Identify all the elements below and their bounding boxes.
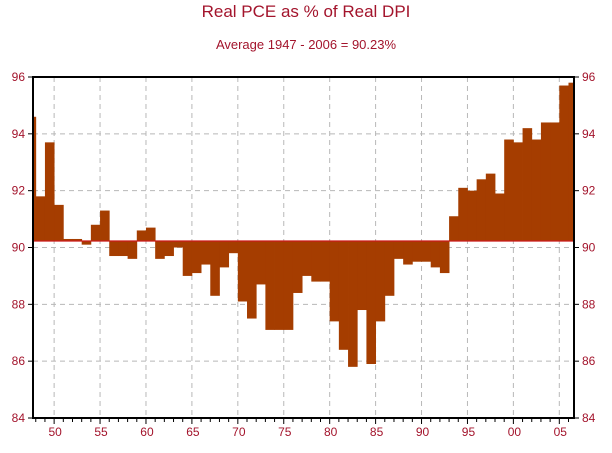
x-tick-label: 05 [554,425,568,439]
bar [44,142,55,241]
bar [559,85,569,241]
y-tick-label-left: 92 [12,184,26,198]
bar [357,240,367,311]
bar [550,122,560,241]
bar [311,240,321,282]
bar [292,240,303,293]
y-tick-label-left: 86 [12,354,26,368]
x-tick-label: 70 [232,425,246,439]
bar [155,240,165,259]
bars [33,82,575,367]
y-tick-label-left: 94 [12,127,26,141]
bar [384,240,395,296]
bar [228,240,239,254]
bar [403,240,413,265]
bar [219,240,230,268]
bar [247,240,257,319]
bar [430,240,441,268]
bar [439,240,450,274]
x-tick-label: 00 [508,425,522,439]
x-tick-label: 60 [140,425,154,439]
bar [320,240,331,282]
bar [173,240,184,248]
x-tick-label: 75 [278,425,292,439]
y-tick-label-right: 90 [582,241,596,255]
bar [522,128,533,241]
bar [283,240,294,330]
bar [210,240,220,296]
y-tick-label-right: 92 [582,184,596,198]
y-tick-label-right: 88 [582,297,596,311]
bar [265,240,275,330]
bar [136,230,147,241]
bar [164,240,174,257]
bar [531,139,542,241]
chart-title: Real PCE as % of Real DPI [201,2,411,21]
bar [476,179,487,241]
bar [237,240,248,302]
y-tick-label-right: 96 [582,70,596,84]
bar [485,173,496,241]
x-tick-label: 85 [370,425,384,439]
bar [513,142,523,241]
bar [568,82,575,241]
bar [540,122,551,241]
x-tick-label: 55 [94,425,108,439]
bar [329,240,340,322]
bar [118,240,129,257]
tick-labels: 84 84 86 86 88 88 90 90 92 92 94 94 96 96 50 55 60 65 70 75… [12,70,596,439]
bar [495,193,505,241]
bar [63,238,73,241]
x-tick-label: 50 [48,425,62,439]
bar [201,240,211,265]
bar [421,240,432,262]
bar [127,240,138,259]
bar [302,240,312,276]
y-tick-label-left: 96 [12,70,26,84]
bar [109,240,119,257]
y-tick-label-right: 94 [582,127,596,141]
bar [449,216,459,241]
chart-subtitle: Average 1947 - 2006 = 90.23% [215,37,397,52]
x-tick-label: 80 [324,425,338,439]
y-tick-label-right: 86 [582,354,596,368]
y-tick-label-right: 84 [582,411,596,425]
bar [54,204,64,241]
bar [274,240,285,330]
axes [28,76,579,424]
bar [375,240,386,322]
bar [100,210,110,241]
bar [458,187,468,241]
bar [338,240,349,350]
bar [366,240,377,365]
y-tick-label-left: 88 [12,297,26,311]
bar [348,240,358,367]
bar [191,240,202,274]
bar [504,139,514,241]
x-tick-label: 65 [186,425,200,439]
bar [33,116,37,241]
bar [90,224,101,241]
bar [256,240,266,285]
bar [412,240,422,262]
bar [182,240,193,276]
bar [81,240,92,245]
y-tick-label-left: 84 [12,411,26,425]
bar [467,190,478,241]
x-tick-label: 90 [416,425,430,439]
bar [72,238,83,241]
bar [35,196,46,241]
y-tick-label-left: 90 [12,241,26,255]
x-tick-label: 95 [462,425,476,439]
bar [393,240,404,259]
bar [145,227,156,241]
